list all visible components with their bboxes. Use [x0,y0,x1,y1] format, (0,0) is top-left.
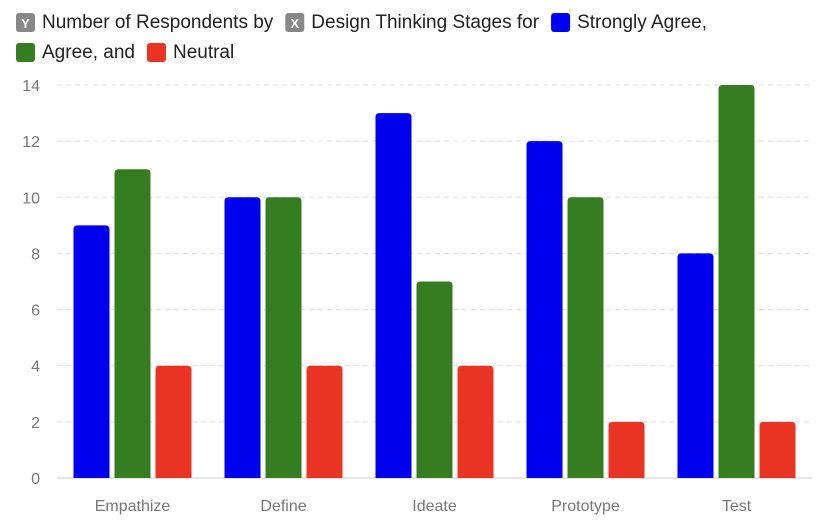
legend-item[interactable]: Agree, and [16,42,135,63]
bar[interactable] [608,421,645,478]
legend-label: Design Thinking Stages for [311,12,539,33]
y-tick-label: 10 [22,190,40,207]
legend-item[interactable]: X Design Thinking Stages for [285,12,540,33]
legend-swatch [285,13,305,32]
x-tick-label: Empathize [95,498,171,515]
bar[interactable] [759,421,796,478]
y-tick-label: 0 [31,471,40,488]
y-tick-label: 12 [22,134,40,151]
y-axis-ticks: 0 2 4 6 8 10 12 14 [22,78,40,488]
bar[interactable] [306,365,343,478]
bar[interactable] [416,281,453,479]
x-tick-label: Ideate [412,498,457,515]
y-tick-label: 8 [31,246,40,263]
x-tick-label: Test [722,498,752,515]
legend-label: Strongly Agree, [577,12,707,33]
bar[interactable] [114,169,151,478]
legend-swatch [16,13,35,32]
legend-item[interactable]: Y Number of Respondents by [16,12,274,33]
x-tick-label: Define [260,498,306,515]
legend-label: Neutral [173,42,234,63]
legend-label: Number of Respondents by [42,12,274,33]
y-tick-label: 2 [31,415,40,432]
bar[interactable] [224,197,261,479]
legend-label: Agree, and [42,42,135,63]
legend-badge: Y [21,16,30,31]
bar[interactable] [457,365,494,478]
bar[interactable] [677,253,714,478]
legend-item[interactable]: Strongly Agree, [551,12,707,33]
legend-item[interactable]: Neutral [146,42,234,63]
legend-badge: X [290,16,299,31]
legend-swatch [551,13,571,32]
legend: Y Number of Respondents by X Design Thinkin… [16,12,707,63]
bar[interactable] [718,85,755,478]
y-tick-label: 14 [22,78,40,95]
bar[interactable] [73,225,110,478]
x-tick-label: Prototype [551,498,620,515]
x-axis-ticks: Empathize Define Ideate Prototype Test [95,498,752,515]
legend-swatch [16,43,35,62]
y-tick-label: 4 [31,359,40,376]
bar[interactable] [265,197,302,479]
bar[interactable] [375,113,412,479]
bar[interactable] [567,197,604,479]
bars [73,85,796,479]
bar[interactable] [155,365,192,478]
legend-swatch [146,43,166,62]
y-tick-label: 6 [31,303,40,320]
bar[interactable] [526,141,563,478]
